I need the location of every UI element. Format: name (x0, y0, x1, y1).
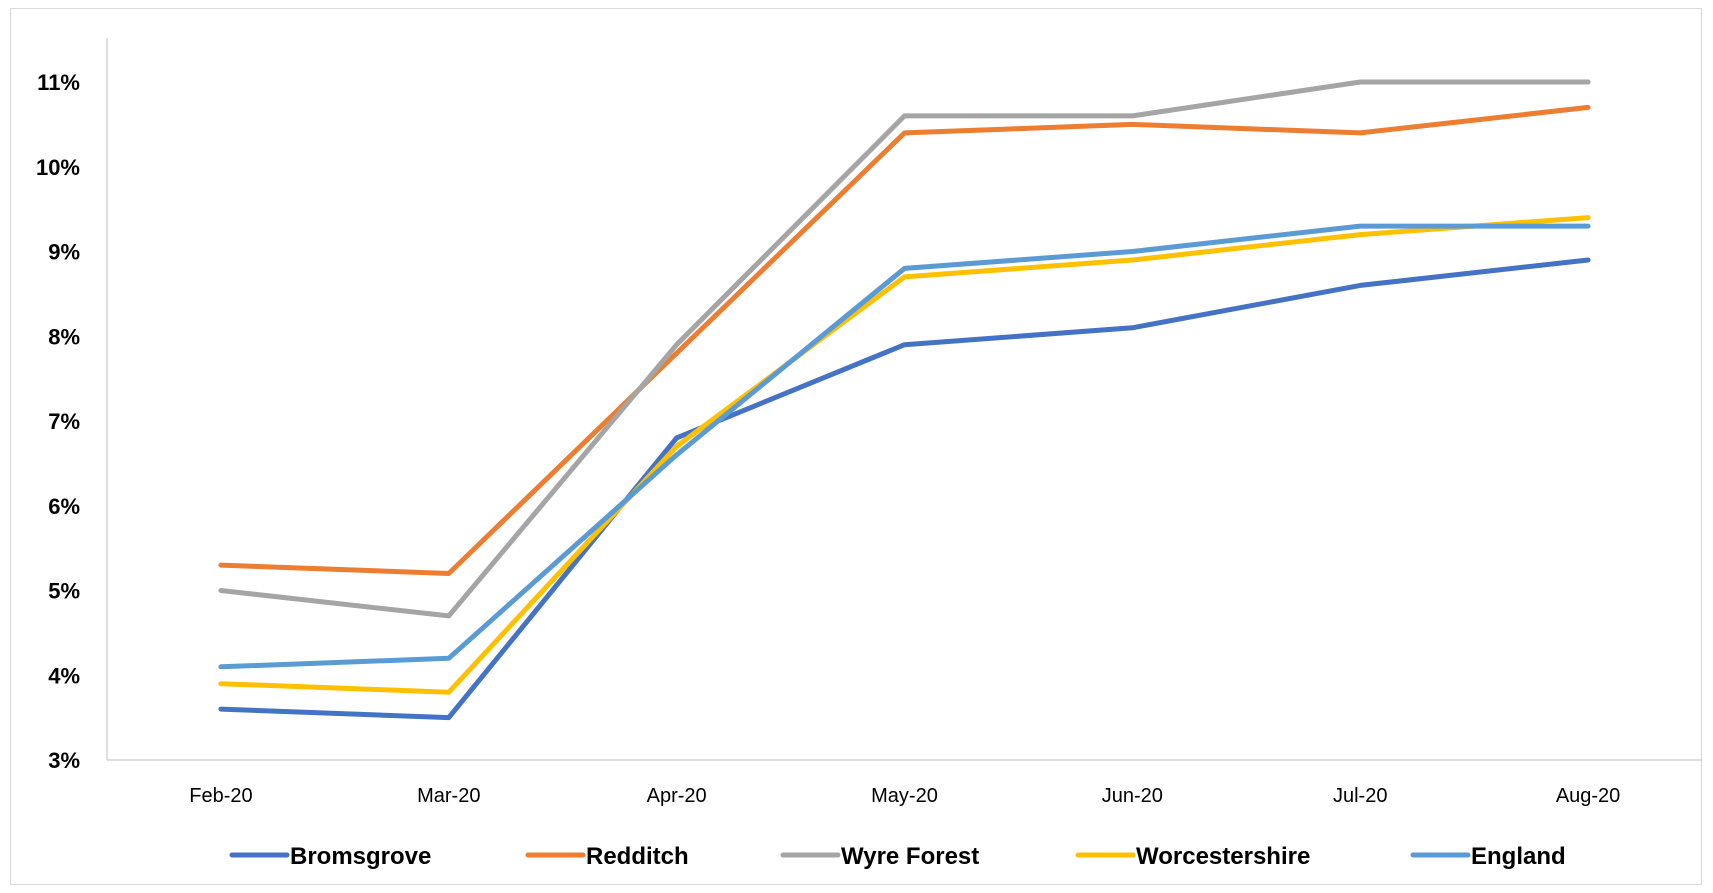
legend-label: Worcestershire (1136, 843, 1310, 870)
y-tick-label: 5% (48, 579, 80, 604)
series-line-england (218, 223, 1591, 670)
legend-label: Redditch (586, 843, 689, 870)
x-tick-label: Aug-20 (1556, 785, 1621, 807)
x-tick-label: Apr-20 (647, 785, 707, 807)
series-line-wyre-forest (218, 79, 1591, 619)
y-tick-label: 3% (48, 748, 80, 773)
legend-label: Bromsgrove (290, 843, 431, 870)
legend-item: Worcestershire (1075, 843, 1310, 870)
y-tick-label: 6% (48, 494, 80, 519)
chart-frame (10, 8, 1702, 885)
legend-item: England (1410, 843, 1566, 870)
x-tick-label: May-20 (871, 785, 938, 807)
x-tick-label: Feb-20 (189, 785, 252, 807)
legend-item: Redditch (525, 843, 689, 870)
y-tick-label: 10% (36, 155, 80, 180)
series-line-redditch (218, 104, 1591, 576)
y-tick-label: 4% (48, 663, 80, 688)
y-tick-label: 8% (48, 324, 80, 349)
legend: Bromsgrove Redditch Wyre Forest Worcestersh… (229, 843, 1566, 870)
legend-item: Bromsgrove (229, 843, 431, 870)
y-tick-label: 7% (48, 409, 80, 434)
series-line-bromsgrove (218, 257, 1591, 721)
y-tick-label: 11% (37, 70, 80, 95)
legend-label: Wyre Forest (841, 843, 979, 870)
x-axis: Feb-20 Mar-20 Apr-20 May-20 Jun-20 Jul-20 Aug-… (107, 759, 1702, 807)
y-tick-label: 9% (48, 240, 80, 265)
x-tick-label: Mar-20 (417, 785, 480, 807)
series-layer (218, 79, 1591, 721)
y-axis: 3% 4% 5% 6% 7% 8% 9% 10% 11% (36, 38, 108, 773)
legend-label: England (1471, 843, 1566, 870)
series-line-worcestershire (218, 215, 1591, 695)
x-tick-label: Jul-20 (1333, 785, 1387, 807)
legend-item: Wyre Forest (780, 843, 979, 870)
x-tick-label: Jun-20 (1102, 785, 1163, 807)
